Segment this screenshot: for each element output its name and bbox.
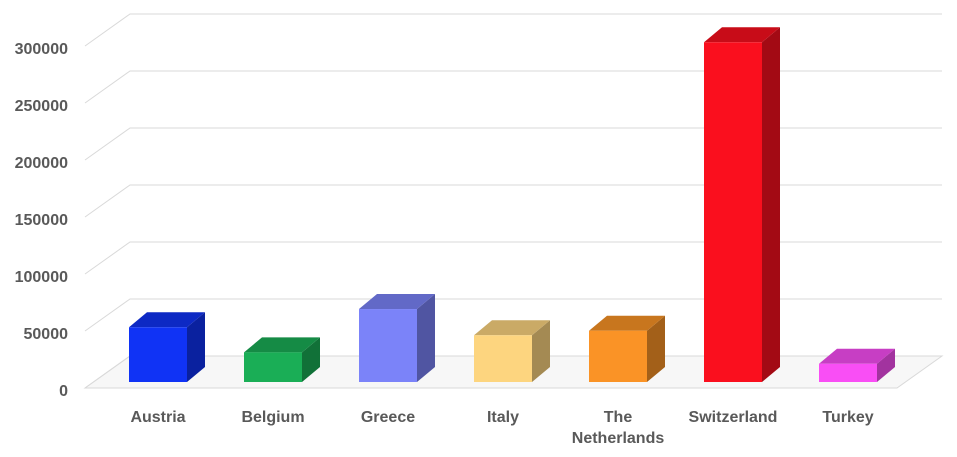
x-tick-label: The Netherlands [571,409,665,447]
bar-top [474,320,550,336]
grid-line [84,184,942,218]
grid-line [84,13,942,47]
bar-side [417,294,435,382]
bar-top [359,294,435,310]
x-tick-label: Belgium [241,409,305,426]
bar-side [302,337,320,382]
bar [129,327,187,382]
y-tick-label: 250000 [15,98,68,115]
bar-top [244,337,320,353]
bar-side [762,27,780,383]
grid-line [84,298,942,332]
x-tick-label: Turkey [822,409,874,426]
x-tick-label: Greece [360,409,416,426]
bar [589,330,647,382]
bar-side [187,312,205,382]
y-tick-label: 0 [59,383,68,400]
x-tick-label: Switzerland [688,409,778,426]
y-tick-label: 200000 [15,155,68,172]
bar-side [877,348,895,382]
grid-line [84,70,942,104]
bar-side [647,315,665,382]
bar [819,363,877,382]
x-tick-label: Austria [130,409,186,426]
grid-line [84,127,942,161]
x-tick-label: Italy [486,409,519,426]
bar [474,335,532,382]
bar-top [129,312,205,328]
bar [244,352,302,382]
y-tick-label: 150000 [15,212,68,229]
y-tick-label: 300000 [15,41,68,58]
y-tick-label: 50000 [24,326,69,343]
bar [704,42,762,382]
bar [359,309,417,382]
bar-top [704,27,780,43]
bar-side [532,320,550,382]
bar-top [819,348,895,364]
y-tick-label: 100000 [15,269,68,286]
bar-top [589,315,665,331]
grid-line [84,241,942,275]
